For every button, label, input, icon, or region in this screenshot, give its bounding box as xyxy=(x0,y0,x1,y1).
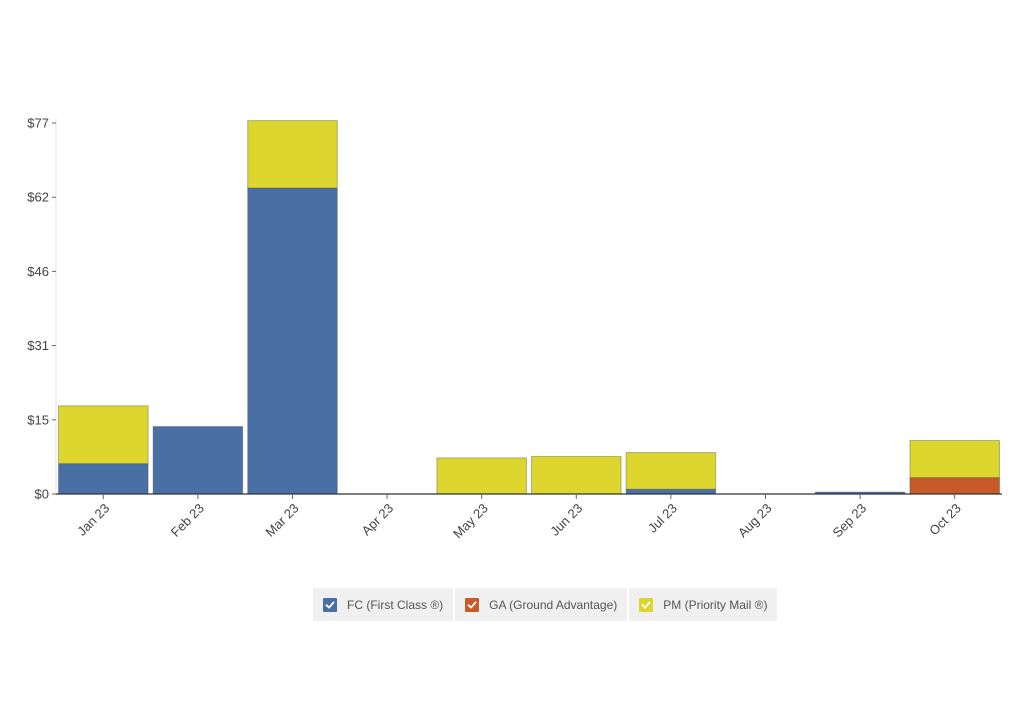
bar-segment[interactable] xyxy=(436,457,527,495)
y-tick-label: $62 xyxy=(27,190,49,205)
legend-label: GA (Ground Advantage) xyxy=(489,597,618,612)
y-tick-label: $31 xyxy=(27,338,49,353)
y-tick-label: $46 xyxy=(27,264,49,279)
bar-segment[interactable] xyxy=(58,463,149,495)
x-tick-label: May 23 xyxy=(450,501,491,542)
x-tick-label: Feb 23 xyxy=(168,501,207,540)
legend-item-fc[interactable]: FC (First Class ®) xyxy=(313,588,454,621)
bar-segment[interactable] xyxy=(625,488,717,495)
legend-label: FC (First Class ®) xyxy=(347,597,444,612)
x-tick-label: Apr 23 xyxy=(359,501,397,539)
bar-segment[interactable] xyxy=(247,120,338,189)
chart-legend: FC (First Class ®) GA (Ground Advantage)… xyxy=(313,588,778,621)
x-tick-label: Jan 23 xyxy=(74,501,112,539)
x-tick-label: Oct 23 xyxy=(926,501,964,539)
checkbox-checked-icon xyxy=(639,597,654,612)
legend-label: PM (Priority Mail ®) xyxy=(663,597,768,612)
bar-segment[interactable] xyxy=(152,426,244,495)
y-tick-label: $15 xyxy=(27,412,49,427)
bar-segment[interactable] xyxy=(58,405,149,465)
y-tick-label: $77 xyxy=(27,116,49,131)
x-tick-label: Mar 23 xyxy=(262,501,301,540)
y-tick-label: $0 xyxy=(35,487,49,502)
legend-item-ga[interactable]: GA (Ground Advantage) xyxy=(455,588,628,621)
checkbox-checked-icon xyxy=(465,597,480,612)
x-tick-label: Sep 23 xyxy=(829,501,869,541)
bar-segment[interactable] xyxy=(909,477,1001,495)
bar-segment[interactable] xyxy=(247,187,338,495)
checkbox-checked-icon xyxy=(323,597,337,612)
bar-segment[interactable] xyxy=(625,452,717,490)
legend-item-pm[interactable]: PM (Priority Mail ®) xyxy=(629,588,778,621)
x-tick-label: Aug 23 xyxy=(735,501,775,541)
bar-segment[interactable] xyxy=(531,455,622,495)
x-tick-label: Jun 23 xyxy=(547,501,585,539)
bar-segment[interactable] xyxy=(909,440,1001,479)
x-tick-label: Jul 23 xyxy=(645,501,680,536)
